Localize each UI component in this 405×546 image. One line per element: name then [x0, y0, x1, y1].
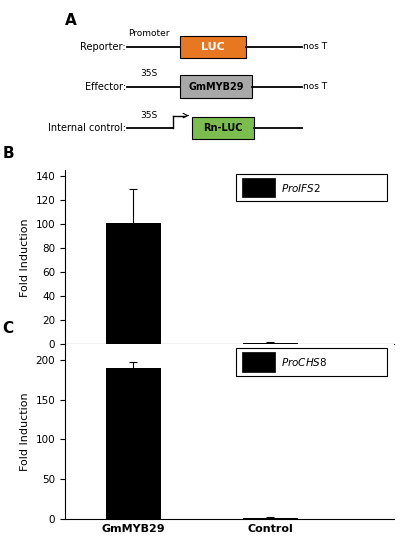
Text: C: C	[2, 321, 14, 336]
Text: A: A	[65, 13, 77, 28]
Bar	[243, 342, 297, 345]
Y-axis label: Fold Induction: Fold Induction	[20, 392, 30, 471]
Text: B: B	[2, 146, 14, 162]
Text: Internal control:: Internal control:	[48, 123, 126, 133]
Bar	[180, 75, 252, 98]
Y-axis label: Fold Induction: Fold Induction	[20, 218, 30, 296]
Bar	[191, 117, 254, 139]
Text: LUC: LUC	[200, 41, 224, 52]
Text: Effector:: Effector:	[85, 81, 126, 92]
Text: 35S: 35S	[140, 69, 157, 78]
Text: Promoter: Promoter	[128, 29, 169, 38]
Text: GmMYB29: GmMYB29	[188, 81, 243, 92]
Text: 35S: 35S	[140, 110, 157, 120]
Bar	[106, 223, 160, 345]
Text: Reporter:: Reporter:	[80, 41, 126, 52]
Bar	[180, 35, 245, 58]
Text: Rn-LUC: Rn-LUC	[202, 123, 242, 133]
Bar	[243, 518, 297, 519]
Text: nos T: nos T	[303, 42, 327, 51]
Bar	[106, 368, 160, 519]
Text: nos T: nos T	[303, 82, 327, 91]
